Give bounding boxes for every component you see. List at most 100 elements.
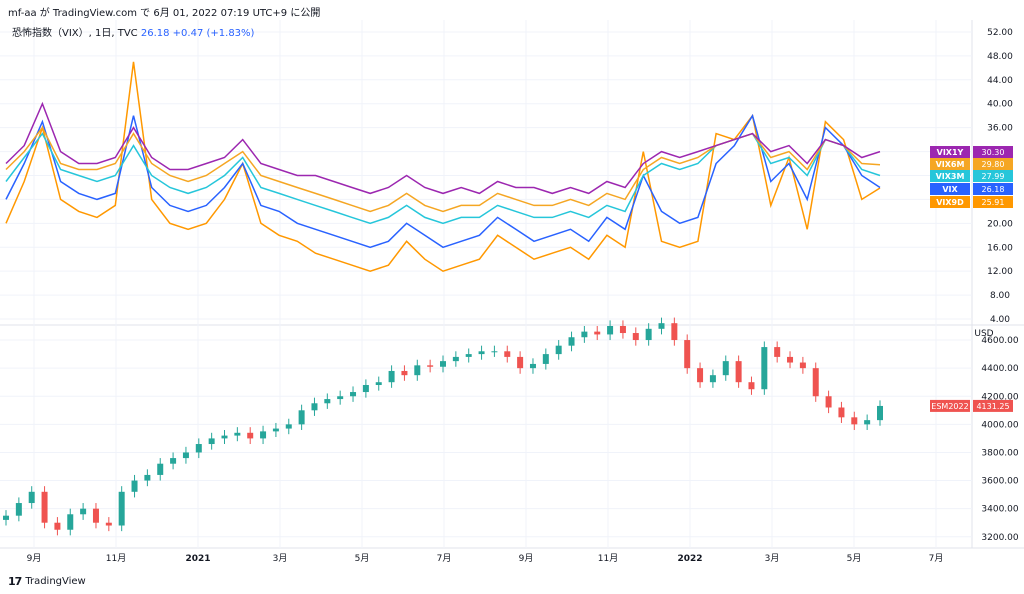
- x-tick-label: 9月: [27, 553, 42, 564]
- candle-body: [92, 508, 99, 523]
- y-tick-label: 20.00: [987, 219, 1013, 229]
- y-tick-label: 4200.00: [981, 392, 1018, 402]
- candle-body: [799, 362, 806, 369]
- candle-body: [144, 474, 151, 481]
- candle-body: [298, 410, 305, 425]
- series-value-label: 29.80: [982, 160, 1005, 169]
- y-tick-label: 3200.00: [981, 533, 1018, 543]
- candle-body: [15, 503, 22, 516]
- symbol-legend[interactable]: 恐怖指数（VIX）, 1日, TVC 26.18 +0.47 (+1.83%): [12, 24, 254, 39]
- candle-body: [54, 522, 61, 530]
- tradingview-logo-icon: 17: [8, 575, 22, 588]
- candle-body: [208, 438, 215, 445]
- series-value-badge: [973, 196, 1013, 208]
- series-value-label: 26.18: [982, 185, 1005, 194]
- candle-body: [465, 354, 472, 357]
- series-value-badge: [973, 170, 1013, 182]
- esm-value-label: 4131.25: [976, 402, 1009, 411]
- candle-body: [491, 351, 498, 353]
- x-tick-label: 5月: [847, 553, 862, 564]
- publisher-line: mf-aa が TradingView.com で 6月 01, 2022 07…: [8, 8, 321, 19]
- candle-body: [452, 356, 459, 362]
- footer-brand-label: TradingView: [25, 576, 86, 587]
- candle-body: [362, 385, 369, 393]
- candle-body: [478, 351, 485, 355]
- candle-body: [170, 458, 177, 464]
- x-tick-label: 2022: [677, 554, 702, 564]
- x-tick-label: 7月: [437, 553, 452, 564]
- series-name-label: VIX1Y: [937, 148, 964, 157]
- series-name-badge: [930, 170, 970, 182]
- candle-body: [311, 403, 318, 411]
- candle-body: [864, 420, 871, 425]
- y-tick-label: 24.00: [987, 195, 1013, 205]
- candle-body: [28, 491, 35, 504]
- series-name-badge: [930, 183, 970, 195]
- candle-body: [427, 365, 434, 367]
- candle-body: [324, 399, 331, 404]
- candle-body: [118, 491, 125, 526]
- y-tick-label: 12.00: [987, 267, 1013, 277]
- series-value-badge: [973, 146, 1013, 158]
- candle-body: [607, 326, 614, 335]
- currency-label: USD: [974, 329, 993, 339]
- candle-body: [350, 392, 357, 397]
- candle-body: [658, 323, 665, 329]
- candle-body: [774, 347, 781, 357]
- candle-body: [337, 396, 344, 400]
- series-line-vix6m: [5, 126, 881, 213]
- x-tick-label: 11月: [598, 553, 618, 564]
- candle-body: [182, 452, 189, 459]
- y-tick-label: 4400.00: [981, 364, 1018, 374]
- x-tick-label: 3月: [765, 553, 780, 564]
- candle-body: [414, 365, 421, 376]
- candle-body: [375, 382, 382, 386]
- candle-body: [581, 331, 588, 338]
- candle-body: [67, 514, 74, 530]
- y-tick-label: 28.00: [987, 171, 1013, 181]
- candle-body: [529, 363, 536, 369]
- series-line-vix9d: [5, 61, 881, 273]
- candle-body: [3, 515, 9, 520]
- x-tick-label: 7月: [929, 553, 944, 564]
- candle-body: [632, 333, 639, 341]
- candle-body: [234, 432, 241, 436]
- candle-body: [260, 431, 267, 439]
- y-tick-label: 3600.00: [981, 477, 1018, 487]
- candle-body: [221, 435, 228, 439]
- candle-body: [735, 361, 742, 383]
- y-tick-label: 48.00: [987, 52, 1013, 62]
- series-name-label: VIX3M: [936, 172, 965, 181]
- candle-body: [877, 405, 883, 421]
- x-tick-label: 11月: [106, 553, 126, 564]
- candle-body: [285, 424, 292, 429]
- series-name-label: VIX9D: [936, 198, 964, 207]
- candle-body: [709, 375, 716, 383]
- series-line-vix: [5, 113, 881, 249]
- candle-body: [517, 356, 524, 369]
- series-name-badge: [930, 158, 970, 170]
- footer-brand[interactable]: 17 TradingView: [8, 575, 86, 588]
- candle-body: [851, 417, 858, 425]
- candle-body: [247, 432, 254, 439]
- candle-body: [568, 337, 575, 346]
- series-value-badge: [973, 158, 1013, 170]
- esm-name-label: ESM2022: [931, 402, 968, 411]
- candle-body: [440, 361, 446, 367]
- series-name-badge: [930, 146, 970, 158]
- x-tick-label: 2021: [185, 554, 210, 564]
- candle-body: [594, 331, 601, 335]
- y-tick-label: 8.00: [990, 291, 1010, 301]
- candle-body: [195, 444, 202, 453]
- y-tick-label: 40.00: [987, 100, 1013, 110]
- y-tick-label: 4600.00: [981, 336, 1018, 346]
- legend-value: 26.18: [140, 28, 170, 39]
- candle-body: [555, 345, 562, 355]
- candle-body: [157, 463, 164, 475]
- y-tick-label: 4000.00: [981, 420, 1018, 430]
- candle-body: [272, 428, 279, 432]
- x-tick-label: 3月: [273, 553, 288, 564]
- candle-body: [388, 370, 395, 383]
- y-tick-label: 52.00: [987, 28, 1013, 38]
